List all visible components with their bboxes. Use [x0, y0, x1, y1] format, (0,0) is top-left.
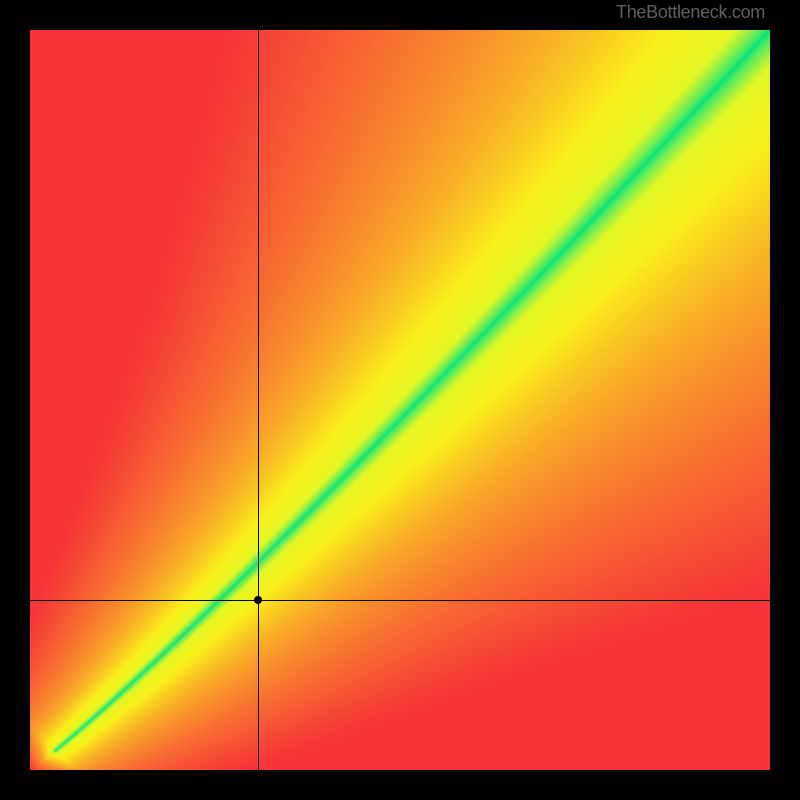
crosshair-vertical — [258, 30, 259, 770]
selected-point-marker — [254, 596, 262, 604]
watermark: TheBottleneck.com — [616, 2, 765, 23]
heatmap-canvas — [30, 30, 770, 770]
bottleneck-heatmap — [30, 30, 770, 770]
crosshair-horizontal — [30, 600, 770, 601]
